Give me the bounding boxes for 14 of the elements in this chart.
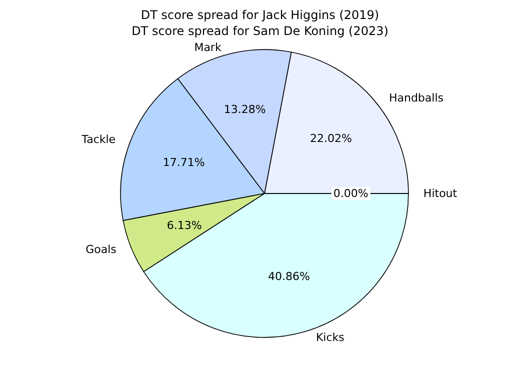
slice-label: Kicks [316,330,345,344]
slice-label: Goals [86,242,117,256]
category-label: Hitout [423,187,458,200]
data-label: 40.86% [268,270,310,283]
data-label: 6.13% [166,219,202,232]
data-label: 22.02% [310,132,352,145]
slice-label: Handballs [388,91,444,104]
slice-label: Mark [194,41,222,54]
slice-label: Tackle [80,133,116,146]
data-label: 17.71% [162,156,205,169]
text: 0.00% [333,187,368,200]
chart-title: DT score spread for Sam De Koning (2023) [132,24,388,38]
data-label: 13.28% [224,102,266,116]
chart-subtitle: DT score spread for Jack Higgins (2019) [140,8,380,22]
